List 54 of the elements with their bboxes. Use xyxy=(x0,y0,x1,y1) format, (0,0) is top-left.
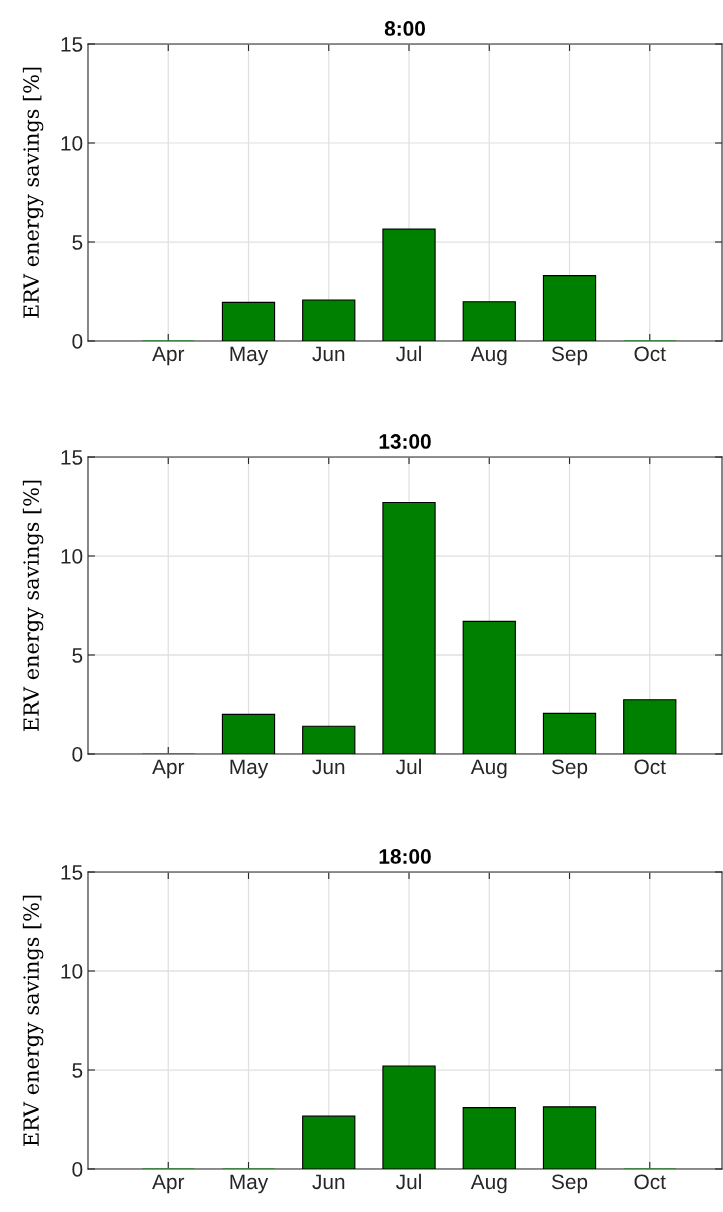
bar xyxy=(382,1065,436,1169)
x-tick-label: Jun xyxy=(312,346,345,362)
x-tick-label: Oct xyxy=(634,346,666,362)
x-tick-label: Sep xyxy=(551,346,588,366)
x-tick-label: Oct xyxy=(634,1174,666,1190)
bar xyxy=(302,725,356,754)
bar xyxy=(462,620,516,754)
x-tick-label: Apr xyxy=(152,346,185,366)
y-tick-label: 10 xyxy=(61,964,83,979)
bar xyxy=(542,1106,597,1169)
chart-title: 13:00 xyxy=(379,434,431,449)
x-tick-label: Jun xyxy=(312,1174,345,1190)
y-tick-label: 0 xyxy=(72,747,83,762)
bar xyxy=(221,713,276,754)
y-axis-title: ERV energy savings [%] xyxy=(22,480,44,731)
x-tick-label: Jul xyxy=(396,758,421,775)
chart-title: 18:00 xyxy=(379,849,431,864)
bar xyxy=(462,1107,516,1169)
bar xyxy=(382,228,436,341)
y-axis-title: ERV energy savings [%] xyxy=(22,895,44,1146)
x-tick-label: Aug xyxy=(470,346,507,366)
bar xyxy=(221,301,276,341)
x-tick-label: Jul xyxy=(396,345,421,362)
x-tick-label: May xyxy=(230,346,269,366)
y-tick-label: 0 xyxy=(72,334,83,349)
x-tick-label: Jul xyxy=(396,1173,421,1190)
bar xyxy=(542,275,597,341)
y-axis-title: ERV energy savings [%] xyxy=(22,67,44,318)
x-tick-label: Apr xyxy=(152,759,185,779)
x-tick-label: Apr xyxy=(152,1174,185,1194)
x-tick-label: May xyxy=(230,759,269,779)
x-tick-label: Jun xyxy=(312,759,345,775)
x-tick-label: Aug xyxy=(470,1174,507,1194)
bar xyxy=(302,299,356,341)
bar xyxy=(382,501,436,754)
y-tick-label: 15 xyxy=(61,37,83,52)
y-tick-label: 5 xyxy=(72,235,83,250)
x-tick-label: Sep xyxy=(551,759,588,779)
bar xyxy=(462,301,516,341)
bar xyxy=(623,699,677,754)
y-tick-label: 15 xyxy=(61,450,83,465)
bar xyxy=(542,712,597,754)
bar xyxy=(302,1115,356,1169)
y-tick-label: 15 xyxy=(61,865,83,880)
x-tick-label: Sep xyxy=(551,1174,588,1194)
y-tick-label: 10 xyxy=(61,549,83,564)
y-tick-label: 0 xyxy=(72,1162,83,1177)
x-tick-label: Aug xyxy=(470,759,507,779)
y-tick-label: 5 xyxy=(72,1063,83,1078)
x-tick-label: Oct xyxy=(634,759,666,775)
x-tick-label: May xyxy=(230,1174,269,1194)
y-tick-label: 10 xyxy=(61,136,83,151)
chart-title: 8:00 xyxy=(384,21,425,36)
y-tick-label: 5 xyxy=(72,648,83,663)
